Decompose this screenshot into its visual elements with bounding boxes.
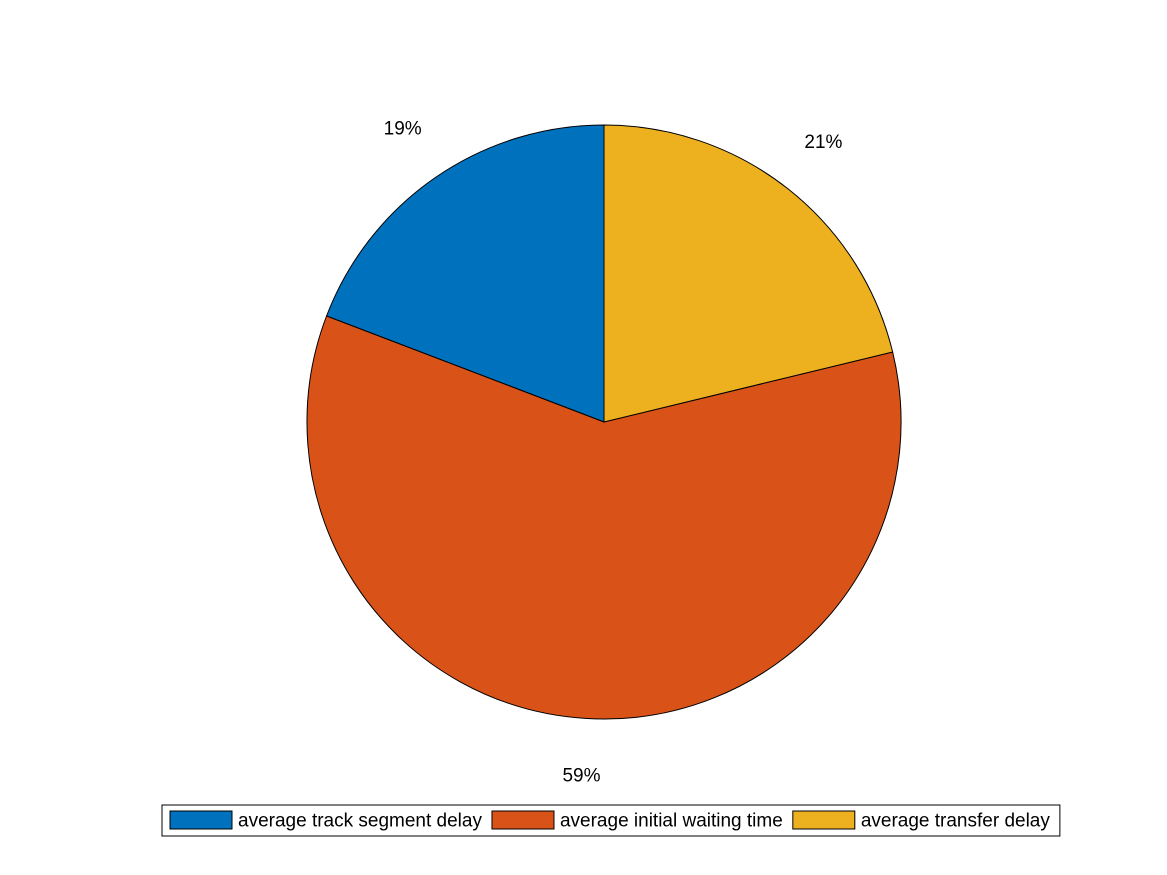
pie-slice	[603, 124, 894, 423]
data-label: 19%	[384, 119, 422, 140]
pie-slice	[306, 315, 902, 720]
legend-swatch	[491, 810, 555, 830]
data-label: 59%	[562, 765, 600, 786]
legend-label: average initial waiting time	[560, 811, 783, 832]
legend-label: average track segment delay	[238, 811, 482, 832]
legend-box	[161, 804, 1061, 837]
legend-label: average transfer delay	[861, 811, 1051, 832]
data-label: 21%	[804, 132, 842, 153]
legend-swatch	[169, 810, 233, 830]
pie-slice	[325, 124, 605, 423]
legend-swatch	[792, 810, 856, 830]
